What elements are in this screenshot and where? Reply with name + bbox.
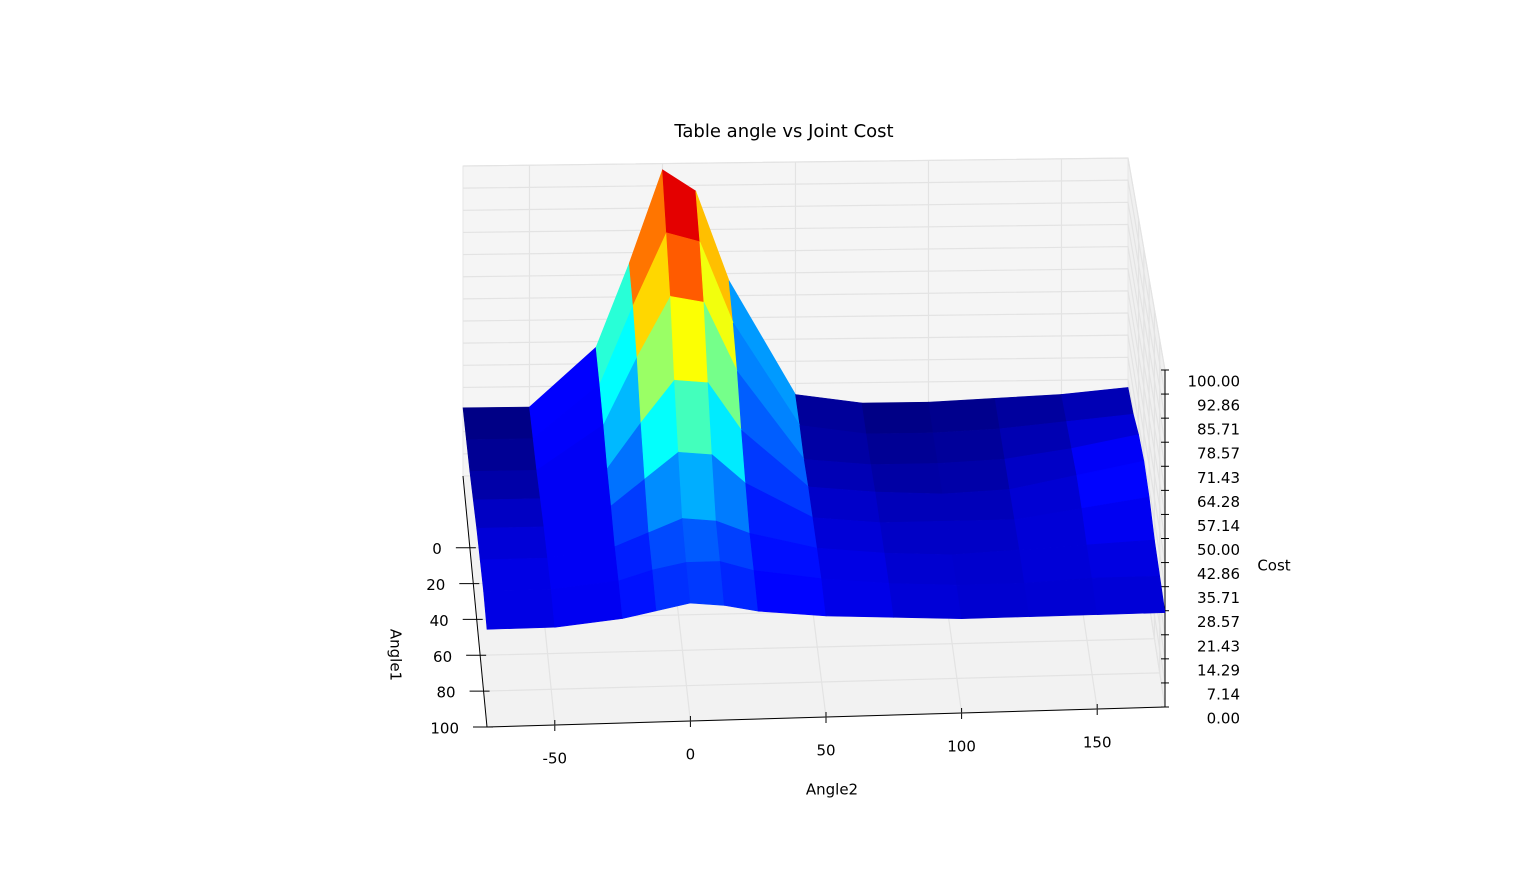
z-tick-label: 85.71 (1197, 421, 1240, 439)
x-tick-label: 100 (947, 738, 976, 756)
surface-patch (947, 519, 1020, 556)
x-axis-line (486, 706, 1166, 728)
surface-patch (928, 397, 1001, 434)
surface-patch (686, 561, 725, 606)
z-tick-label: 0.00 (1207, 710, 1240, 728)
chart-title: Table angle vs Joint Cost (673, 121, 893, 142)
y-tick-label: 80 (436, 684, 455, 702)
surface-patch (462, 406, 534, 440)
surface-patch (861, 401, 934, 435)
y-axis-line (462, 475, 488, 728)
surface-patch (879, 520, 953, 556)
x-tick-label: 0 (686, 746, 696, 764)
z-tick-label: 50.00 (1197, 541, 1240, 559)
y-tick-label: 0 (432, 540, 442, 558)
x-tick-label: -50 (543, 750, 568, 768)
grid-line (462, 157, 1166, 371)
z-tick-label: 78.57 (1197, 445, 1240, 463)
surface-patch (870, 463, 944, 495)
surface-patch (875, 491, 948, 523)
y-axis-label: Angle1 (387, 629, 405, 681)
z-tick-label: 42.86 (1197, 565, 1240, 583)
y-tick-label: 60 (433, 648, 452, 666)
surface-patch (678, 451, 717, 522)
surface-patch (866, 432, 939, 465)
surface-patch (674, 379, 713, 456)
surface-patch (1091, 575, 1166, 615)
surface-patch (1086, 539, 1161, 579)
x-tick-label: 150 (1083, 734, 1112, 752)
surface-patch (476, 526, 548, 561)
surface-patch (937, 458, 1011, 495)
y-tick-label: 20 (426, 576, 445, 594)
surface-patch (816, 547, 890, 584)
surface-patch (466, 438, 538, 472)
z-tick-label: 14.29 (1197, 661, 1240, 679)
surface-patch (652, 562, 691, 612)
surface-patch (479, 557, 552, 592)
z-tick-label: 28.57 (1197, 613, 1240, 631)
surface-patch (884, 552, 958, 586)
z-tick-label: 100.00 (1188, 373, 1241, 391)
surface-patch (812, 517, 886, 554)
z-tick-label: 21.43 (1197, 637, 1240, 655)
surface-patch (808, 486, 881, 523)
surface-patch (951, 549, 1025, 586)
z-tick-label: 7.14 (1207, 685, 1240, 703)
x-axis-label: Angle2 (806, 781, 858, 799)
x-tick-label: 50 (816, 742, 835, 760)
surface-patch (932, 428, 1006, 464)
surface-patch (888, 583, 962, 619)
surface-patch (942, 489, 1016, 522)
z-tick-label: 64.28 (1197, 493, 1240, 511)
surface-patch (469, 470, 541, 501)
surface-patch (670, 296, 709, 384)
z-axis-label: Cost (1257, 557, 1290, 575)
z-tick-label: 71.43 (1197, 469, 1240, 487)
z-tick-label: 57.14 (1197, 517, 1240, 535)
surface-patch (472, 498, 545, 529)
surface-patch (666, 232, 705, 303)
y-tick-label: 100 (430, 720, 459, 738)
surface-patch (483, 589, 556, 630)
z-tick-label: 92.86 (1197, 397, 1240, 415)
surface-patch (956, 582, 1030, 619)
surface-patch (1024, 577, 1098, 617)
surface-patch (821, 578, 895, 618)
y-tick-label: 40 (430, 612, 449, 630)
surface-patch (1019, 544, 1093, 584)
surface-patch (682, 518, 721, 563)
z-tick-label: 35.71 (1197, 589, 1240, 607)
